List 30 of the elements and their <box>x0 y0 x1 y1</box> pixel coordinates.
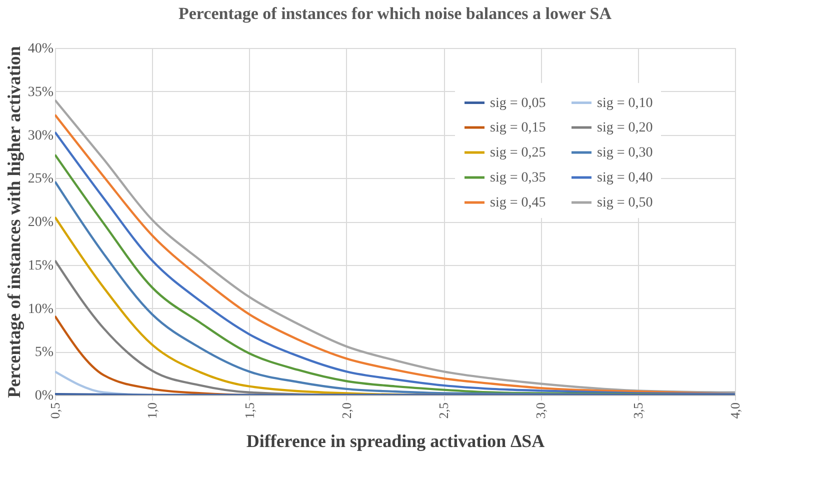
legend-label: sig = 0,15 <box>490 120 546 136</box>
y-tick-label: 10% <box>28 302 54 317</box>
x-tick-label: 1,5 <box>242 402 257 419</box>
x-tick-label: 3,5 <box>630 402 646 419</box>
x-tick-label: 4,0 <box>728 402 742 419</box>
y-tick-label: 15% <box>28 258 54 274</box>
y-axis-title: Percentage of instances with higher activation <box>4 46 24 398</box>
legend-label: sig = 0,10 <box>597 96 653 111</box>
legend-label: sig = 0,05 <box>490 96 546 111</box>
x-tick-label: 2,0 <box>338 402 354 419</box>
legend-label: sig = 0,30 <box>597 146 653 160</box>
legend-label: sig = 0,25 <box>490 146 546 160</box>
chart-title: Percentage of instances for which noise balances a lower SA <box>178 4 612 23</box>
x-tick-label: 1,0 <box>144 402 160 419</box>
legend-label: sig = 0,40 <box>597 170 653 186</box>
y-tick-label: 35% <box>28 84 54 100</box>
y-tick-label: 40% <box>28 42 54 56</box>
y-tick-label: 0% <box>34 388 54 404</box>
legend-label: sig = 0,20 <box>597 120 653 136</box>
y-tick-label: 25% <box>28 172 54 187</box>
x-tick-label: 2,5 <box>436 402 452 419</box>
y-tick-label: 5% <box>34 345 54 360</box>
y-tick-label: 20% <box>28 215 54 230</box>
y-tick-label: 30% <box>28 128 54 144</box>
legend-label: sig = 0,45 <box>490 196 546 210</box>
legend-label: sig = 0,35 <box>490 170 546 186</box>
x-axis-title: Difference in spreading activation ∆SA <box>246 430 545 451</box>
x-tick-label: 0,5 <box>48 402 62 419</box>
legend-label: sig = 0,50 <box>597 196 653 210</box>
x-tick-label: 3,0 <box>533 402 548 419</box>
